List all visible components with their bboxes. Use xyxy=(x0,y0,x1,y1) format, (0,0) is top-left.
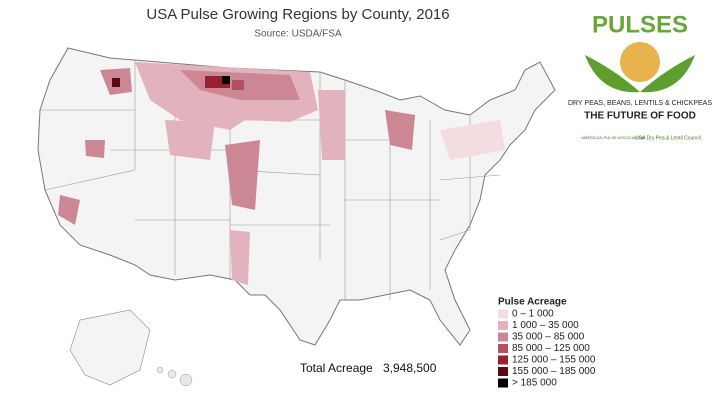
legend-swatch xyxy=(498,309,508,319)
region xyxy=(165,120,215,160)
region xyxy=(318,90,345,160)
region xyxy=(230,230,250,285)
legend-label: 85 000 – 125 000 xyxy=(512,343,590,354)
legend-label: 35 000 – 85 000 xyxy=(512,332,585,343)
region xyxy=(222,76,230,84)
logo-leaf xyxy=(585,55,640,93)
source: Source: USDA/FSA xyxy=(254,29,342,40)
legend-title: Pulse Acreage xyxy=(498,297,567,308)
legend-swatch xyxy=(498,332,508,342)
logo-brand: PULSES xyxy=(592,11,688,38)
logo: PULSES DRY PEAS, BEANS, LENTILS & CHICKP… xyxy=(568,11,712,141)
total-value: 3,948,500 xyxy=(383,361,437,375)
logo-partner: USA Dry Pea & Lentil Council xyxy=(635,135,701,141)
logo-leaf xyxy=(640,55,695,93)
legend-swatch xyxy=(498,355,508,365)
total-label: Total Acreage xyxy=(300,361,373,375)
region xyxy=(440,120,505,160)
logo-tagline: DRY PEAS, BEANS, LENTILS & CHICKPEAS xyxy=(568,100,712,107)
legend-swatch xyxy=(498,378,508,388)
region xyxy=(112,78,120,87)
legend-label: 0 – 1 000 xyxy=(512,309,554,320)
logo-slogan: THE FUTURE OF FOOD xyxy=(584,111,696,122)
legend-swatch xyxy=(498,344,508,353)
legend-swatch xyxy=(498,321,508,330)
legend-label: 125 000 – 155 000 xyxy=(512,355,596,366)
title: USA Pulse Growing Regions by County, 201… xyxy=(146,6,449,23)
acreage-regions xyxy=(58,62,505,285)
logo-sun xyxy=(620,42,660,82)
region xyxy=(58,195,80,225)
legend-label: > 185 000 xyxy=(512,378,557,389)
region xyxy=(232,80,244,90)
us-map xyxy=(37,47,556,387)
legend-label: 155 000 – 185 000 xyxy=(512,366,596,377)
region xyxy=(225,140,260,210)
region xyxy=(85,140,105,158)
legend-label: 1 000 – 35 000 xyxy=(512,320,579,331)
alaska xyxy=(69,309,151,386)
logo-partner: AMERICAN PULSE ASSOCIATION xyxy=(581,135,644,140)
legend-swatch xyxy=(498,367,508,376)
region xyxy=(385,110,415,150)
hawaii xyxy=(156,366,193,387)
